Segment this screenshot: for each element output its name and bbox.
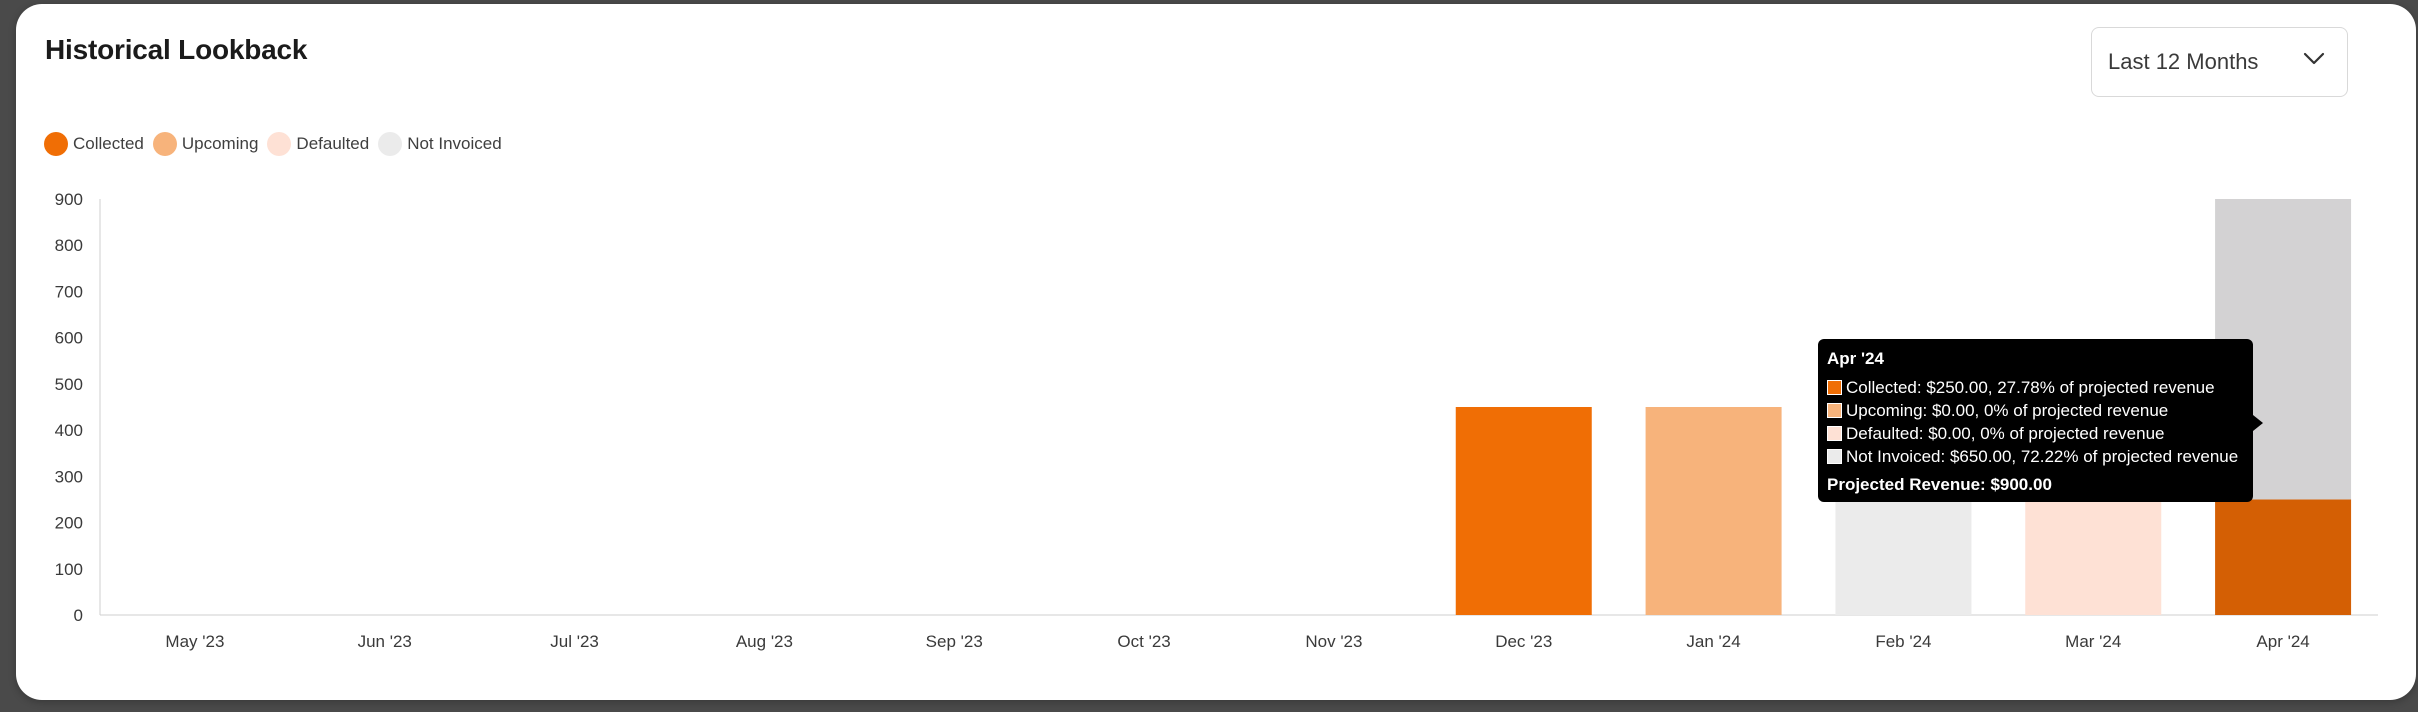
bar-not-invoiced-9[interactable] <box>1835 499 1972 615</box>
tooltip-row-upcoming: Upcoming: $0.00, 0% of projected revenue <box>1827 399 2253 422</box>
legend-label: Upcoming <box>181 134 259 153</box>
tooltip-row-text: Not Invoiced: $650.00, 72.22% of project… <box>1846 446 2239 466</box>
y-tick-label: 400 <box>55 421 83 440</box>
legend-swatch <box>378 132 403 156</box>
chart-legend: Collected Upcoming Defaulted Not Invoiced <box>44 132 511 156</box>
x-tick-label: Dec '23 <box>1495 632 1552 651</box>
legend-label: Collected <box>73 134 144 153</box>
tooltip-row-text: Collected: $250.00, 27.78% of projected … <box>1846 377 2215 397</box>
tooltip-row-not-invoiced: Not Invoiced: $650.00, 72.22% of project… <box>1827 445 2253 468</box>
bar-collected-7[interactable] <box>1455 407 1592 615</box>
legend-item-collected[interactable]: Collected <box>44 132 144 156</box>
x-tick-label: Feb '24 <box>1875 632 1931 651</box>
bar-defaulted-10[interactable] <box>2025 499 2162 615</box>
bar-upcoming-8[interactable] <box>1645 407 1782 615</box>
x-tick-label: Mar '24 <box>2065 632 2121 651</box>
tooltip-swatch <box>1827 403 1842 418</box>
y-tick-label: 200 <box>55 514 83 533</box>
tooltip-row-text: Upcoming: $0.00, 0% of projected revenue <box>1846 400 2169 420</box>
y-tick-label: 100 <box>55 560 83 579</box>
y-tick-label: 800 <box>55 236 83 255</box>
y-tick-label: 700 <box>55 282 83 301</box>
y-tick-label: 0 <box>74 606 83 625</box>
tooltip-swatch <box>1827 380 1842 395</box>
x-tick-label: Jun '23 <box>358 632 412 651</box>
tooltip-row-collected: Collected: $250.00, 27.78% of projected … <box>1827 376 2253 399</box>
x-tick-label: Jan '24 <box>1686 632 1740 651</box>
legend-item-defaulted[interactable]: Defaulted <box>267 132 369 156</box>
x-tick-label: Apr '24 <box>2256 632 2309 651</box>
x-tick-label: Oct '23 <box>1117 632 1170 651</box>
card-title: Historical Lookback <box>45 34 308 65</box>
date-range-value: Last 12 Months <box>2108 49 2259 74</box>
legend-label: Not Invoiced <box>407 134 502 153</box>
x-tick-label: Sep '23 <box>926 632 983 651</box>
y-tick-label: 600 <box>55 329 83 348</box>
x-tick-label: Aug '23 <box>736 632 793 651</box>
legend-label: Defaulted <box>296 134 370 153</box>
y-tick-label: 300 <box>55 467 83 486</box>
legend-swatch <box>267 132 292 156</box>
tooltip-pointer <box>2253 415 2263 431</box>
tooltip-title: Apr '24 <box>1827 349 1884 368</box>
x-tick-label: May '23 <box>165 632 224 651</box>
legend-swatch <box>44 132 68 156</box>
tooltip-row-text: Defaulted: $0.00, 0% of projected revenu… <box>1846 423 2165 443</box>
tooltip-swatch <box>1827 449 1842 464</box>
tooltip-total: Projected Revenue: $900.00 <box>1827 475 2052 494</box>
y-tick-label: 500 <box>55 375 83 394</box>
bar-collected-11[interactable] <box>2215 499 2352 615</box>
tooltip-swatch <box>1827 426 1842 441</box>
y-tick-label: 900 <box>55 190 83 209</box>
legend-item-upcoming[interactable]: Upcoming <box>152 132 259 156</box>
date-range-select[interactable]: Last 12 Months <box>2091 27 2348 97</box>
tooltip-row-defaulted: Defaulted: $0.00, 0% of projected revenu… <box>1827 422 2253 445</box>
x-tick-label: Nov '23 <box>1305 632 1362 651</box>
legend-swatch <box>152 132 177 156</box>
chart-tooltip: Apr '24 Collected: $250.00, 27.78% of pr… <box>1818 339 2263 502</box>
x-tick-label: Jul '23 <box>550 632 599 651</box>
chevron-down-icon <box>2303 52 2325 65</box>
legend-item-not-invoiced[interactable]: Not Invoiced <box>378 132 502 156</box>
